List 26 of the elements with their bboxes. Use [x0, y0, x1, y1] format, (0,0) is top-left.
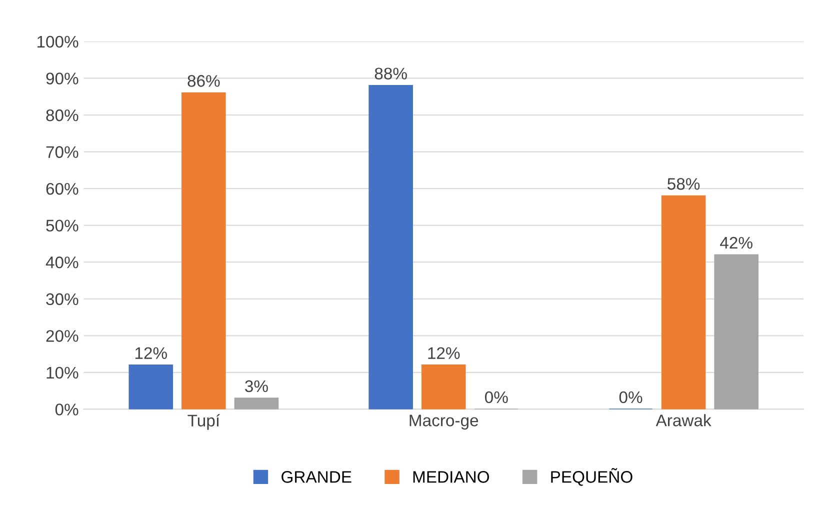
- data-label: 3%: [245, 380, 268, 392]
- y-tick-label: 10%: [46, 366, 78, 379]
- data-label: 58%: [668, 178, 700, 190]
- data-label: 0%: [485, 391, 508, 404]
- legend-label: PEQUEÑO: [551, 468, 632, 486]
- y-tick-label: 0%: [55, 404, 78, 416]
- y-tick-label: 50%: [46, 220, 78, 232]
- y-tick-label: 80%: [46, 109, 78, 122]
- y-tick-label: 40%: [46, 256, 78, 268]
- x-tick-label: Macro-ge: [410, 414, 478, 430]
- data-label: 0%: [619, 391, 642, 404]
- y-tick-label: 100%: [37, 36, 78, 48]
- y-tick-label: 90%: [46, 72, 78, 84]
- y-tick-label: 60%: [46, 182, 78, 195]
- data-label: 12%: [428, 347, 460, 359]
- x-tick-label: Arawak: [656, 414, 712, 426]
- legend-label: GRANDE: [282, 471, 352, 483]
- data-label: 88%: [374, 68, 407, 80]
- y-tick-label: 20%: [46, 330, 78, 342]
- y-tick-label: 70%: [46, 146, 78, 158]
- x-tick-label: Tupí: [188, 414, 220, 430]
- legend-label: MEDIANO: [413, 471, 490, 483]
- y-tick-label: 30%: [46, 293, 78, 306]
- data-label: 86%: [188, 75, 220, 87]
- data-label: 42%: [720, 236, 752, 249]
- data-label: 12%: [135, 347, 167, 359]
